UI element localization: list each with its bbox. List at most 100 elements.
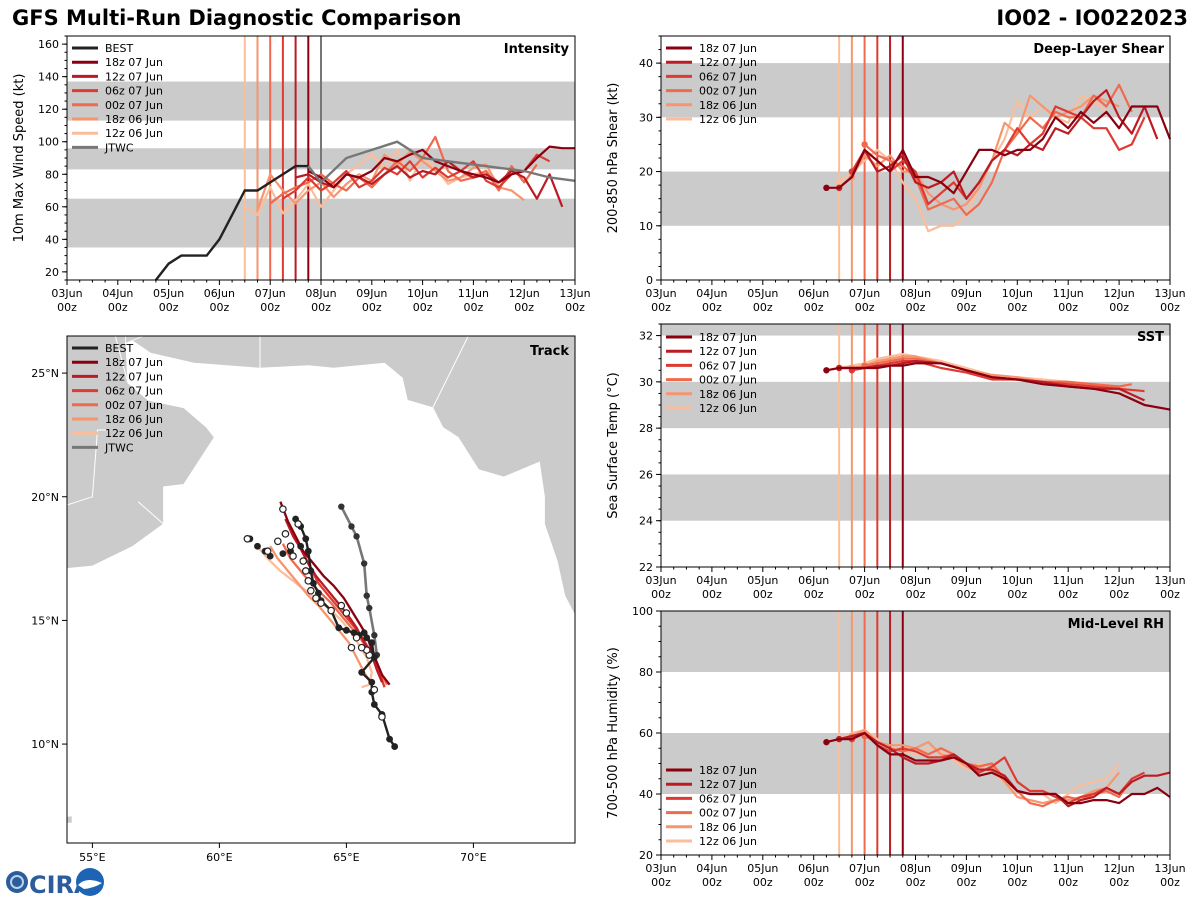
shear-xtick-label: 04Jun	[696, 287, 727, 300]
sst-plot-area	[661, 324, 1170, 567]
intensity-xtick-hour: 00z	[108, 301, 128, 314]
cira-logo: CIRA	[6, 868, 104, 899]
rh-xtick-hour: 00z	[1160, 876, 1180, 889]
shear-xtick-hour: 00z	[804, 301, 824, 314]
track-ytick-label: 25°N	[31, 367, 59, 380]
track-open-point	[301, 567, 310, 575]
shear-series-init-point	[835, 179, 843, 186]
sst-ytick-label: 22	[639, 561, 653, 574]
rh-xtick-label: 10Jun	[1002, 862, 1033, 875]
track-frame	[66, 335, 576, 844]
sst-xtick-label: 11Jun	[1053, 574, 1084, 587]
rh-series-line	[838, 731, 1171, 808]
track-legend-label: BEST	[105, 342, 133, 355]
sst-xtick-label: 06Jun	[798, 574, 829, 587]
intensity-ytick-label: 80	[45, 168, 59, 181]
intensity-legend-label: BEST	[105, 42, 133, 55]
rh-xtick-label: 07Jun	[849, 862, 880, 875]
shear-xtick-hour: 00z	[1007, 301, 1027, 314]
sst-legend-label: 12z 07 Jun	[699, 345, 757, 358]
shear-legend-label: 06z 07 Jun	[699, 70, 757, 83]
sst-shade-band	[661, 474, 1170, 521]
sst-xtick-hour: 00z	[855, 588, 875, 601]
track-best-point	[370, 701, 378, 708]
rh-legend-label: 18z 07 Jun	[699, 764, 757, 777]
track-legend-label: 00z 07 Jun	[105, 399, 163, 412]
sst-ytick-label: 30	[639, 376, 653, 389]
intensity-ylabel: 10m Max Wind Speed (kt)	[12, 74, 27, 243]
intensity-xtick-label: 04Jun	[102, 287, 133, 300]
shear-ylabel: 200-850 hPa Shear (kt)	[606, 83, 621, 234]
track-xtick-label: 55°E	[79, 851, 105, 864]
track-open-point	[294, 520, 302, 528]
sst-xtick-label: 13Jun	[1154, 574, 1185, 587]
track-title: Track	[530, 344, 569, 359]
track-jtwc-point	[366, 604, 373, 612]
intensity-ytick-label: 100	[38, 136, 59, 149]
rh-xtick-label: 11Jun	[1053, 862, 1084, 875]
shear-title: Deep-Layer Shear	[1033, 42, 1164, 57]
rh-xtick-label: 06Jun	[798, 862, 829, 875]
track-open-point	[352, 633, 361, 642]
rh-ytick-label: 40	[639, 788, 653, 801]
rh-xtick-hour: 00z	[651, 876, 671, 889]
sst-legend-label: 00z 07 Jun	[699, 374, 757, 387]
shear-xtick-hour: 00z	[702, 301, 722, 314]
south-asia-land	[124, 336, 575, 616]
track-open-point	[357, 643, 366, 652]
track-open-point	[347, 643, 356, 652]
shear-legend-label: 12z 06 Jun	[699, 113, 757, 126]
sst-xtick-hour: 00z	[651, 588, 671, 601]
sst-xtick-hour: 00z	[702, 588, 722, 601]
country-border	[137, 501, 164, 525]
shear-series-line	[838, 94, 1108, 233]
intensity-xtick-hour: 00z	[260, 301, 280, 314]
track-jtwc-point	[360, 560, 368, 567]
intensity-jtwc-line	[307, 140, 576, 185]
track-jtwc-point	[348, 523, 355, 530]
track-open-point	[337, 601, 346, 610]
intensity-legend-label: 00z 07 Jun	[105, 99, 163, 112]
intensity-xtick-label: 03Jun	[51, 287, 82, 300]
intensity-xtick-hour: 00z	[362, 301, 382, 314]
rh-series-init-point	[823, 738, 830, 746]
sst-ylabel: Sea Surface Temp (°C)	[606, 372, 621, 519]
track-legend-label: 12z 06 Jun	[105, 427, 163, 440]
shear-xtick-hour: 00z	[1058, 301, 1078, 314]
logo-globe-icon	[6, 871, 28, 893]
intensity-ytick-label: 40	[45, 233, 59, 246]
track-ytick-label: 10°N	[31, 738, 59, 751]
logo-wave-icon	[78, 879, 102, 889]
track-open-point	[327, 606, 335, 615]
track-legend-label: JTWC	[104, 441, 134, 454]
intensity-xtick-hour: 00z	[210, 301, 230, 314]
intensity-xtick-hour: 00z	[159, 301, 179, 314]
shear-series-line	[826, 105, 1172, 195]
rh-xtick-label: 08Jun	[900, 862, 931, 875]
sst-xtick-hour: 00z	[1058, 588, 1078, 601]
rh-ytick-label: 100	[632, 605, 653, 618]
shear-legend-label: 00z 07 Jun	[699, 85, 757, 98]
intensity-legend-label: 12z 06 Jun	[105, 127, 163, 140]
sst-xtick-label: 10Jun	[1002, 574, 1033, 587]
logo-globe-ring-icon	[10, 875, 24, 889]
rh-shade-band	[661, 611, 1170, 672]
track-best-point	[391, 743, 399, 750]
rh-xtick-hour: 00z	[906, 876, 926, 889]
intensity-xtick-label: 13Jun	[559, 287, 590, 300]
shear-ytick-label: 10	[639, 220, 653, 233]
shear-xtick-label: 13Jun	[1154, 287, 1185, 300]
shear-series-init-point	[823, 184, 830, 192]
shear-legend-label: 18z 06 Jun	[699, 99, 757, 112]
sst-xtick-hour: 00z	[753, 588, 773, 601]
rh-title: Mid-Level RH	[1068, 617, 1164, 632]
track-open-point	[378, 713, 386, 721]
track-open-point	[289, 552, 297, 560]
track-best-point	[304, 547, 312, 555]
track-best-point	[360, 629, 368, 637]
track-open-point	[370, 685, 379, 694]
track-xtick-label: 65°E	[333, 851, 359, 864]
sst-xtick-label: 12Jun	[1104, 574, 1135, 587]
